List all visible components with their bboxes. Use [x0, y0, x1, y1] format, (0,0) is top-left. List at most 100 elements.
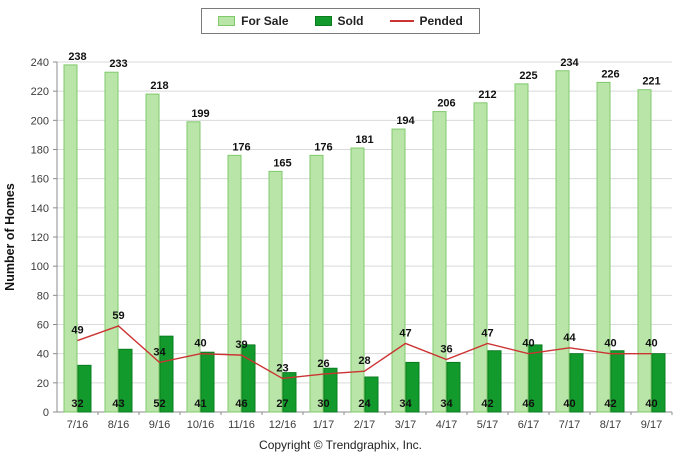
pended-value-label: 40	[194, 338, 206, 350]
bar-sold	[405, 361, 420, 413]
sold-value-label: 52	[153, 398, 165, 410]
legend-item-pended: Pended	[389, 14, 463, 28]
y-tick-label: 120	[31, 232, 49, 244]
pended-value-label: 59	[112, 310, 124, 322]
for-sale-value-label: 165	[273, 157, 291, 169]
bar-for-sale	[596, 81, 611, 413]
pended-value-label: 28	[358, 355, 370, 367]
pended-line-swatch-icon	[389, 20, 414, 22]
for-sale-value-label: 194	[396, 115, 415, 127]
bar-sold	[282, 372, 297, 413]
bar-sold	[200, 351, 215, 413]
bar-for-sale	[145, 93, 160, 413]
bar-for-sale	[514, 83, 529, 413]
x-tick-label: 2/17	[354, 419, 375, 431]
y-tick-label: 200	[31, 115, 49, 127]
y-tick-label: 240	[31, 57, 49, 69]
bar-for-sale	[63, 64, 78, 413]
for-sale-value-label: 212	[478, 89, 496, 101]
pended-line	[77, 325, 652, 380]
pended-value-label: 47	[481, 327, 493, 339]
for-sale-value-label: 226	[601, 68, 619, 80]
sold-value-label: 46	[235, 398, 247, 410]
sold-value-label: 24	[358, 398, 371, 410]
bar-for-sale	[227, 154, 242, 413]
bar-for-sale	[555, 70, 570, 413]
legend-label-pended: Pended	[419, 14, 463, 28]
y-tick-label: 0	[43, 407, 49, 419]
x-tick-label: 9/17	[641, 419, 662, 431]
bar-sold	[323, 367, 338, 413]
for-sale-value-label: 176	[314, 141, 332, 153]
pended-value-label: 40	[604, 338, 616, 350]
bar-sold	[569, 353, 584, 413]
bar-sold	[610, 350, 625, 413]
sold-value-label: 40	[563, 398, 575, 410]
bar-sold	[159, 335, 174, 413]
x-tick-label: 7/16	[67, 419, 88, 431]
for-sale-value-label: 238	[68, 51, 86, 63]
for-sale-value-label: 181	[355, 134, 373, 146]
x-tick-label: 8/16	[108, 419, 129, 431]
sold-value-label: 32	[71, 398, 83, 410]
x-tick-label: 12/16	[269, 419, 297, 431]
legend-label-sold: Sold	[337, 14, 364, 28]
bar-for-sale	[473, 102, 488, 413]
for-sale-value-label: 233	[109, 58, 127, 70]
bar-for-sale	[432, 111, 447, 413]
pended-value-label: 26	[317, 358, 329, 370]
pended-value-label: 34	[153, 346, 166, 358]
bar-sold	[528, 344, 543, 413]
bar-for-sale	[391, 128, 406, 413]
bar-sold	[364, 376, 379, 413]
sold-value-label: 34	[440, 398, 453, 410]
x-tick-label: 8/17	[600, 419, 621, 431]
x-tick-label: 5/17	[477, 419, 498, 431]
for-sale-value-label: 218	[150, 80, 168, 92]
y-tick-label: 60	[37, 320, 49, 332]
y-axis-title: Number of Homes	[3, 183, 17, 291]
sold-value-label: 30	[317, 398, 329, 410]
y-tick-label: 180	[31, 145, 49, 157]
sold-swatch-icon	[314, 16, 332, 26]
for-sale-value-label: 221	[642, 76, 660, 88]
pended-value-label: 47	[399, 327, 411, 339]
x-tick-label: 10/16	[187, 419, 215, 431]
pended-value-label: 44	[563, 332, 576, 344]
for-sale-value-label: 225	[519, 70, 537, 82]
pended-value-label: 36	[440, 344, 452, 356]
legend-label-for-sale: For Sale	[241, 14, 289, 28]
bar-for-sale	[637, 89, 652, 413]
sold-value-label: 43	[112, 398, 124, 410]
y-tick-label: 40	[37, 349, 49, 361]
bar-sold	[77, 364, 92, 413]
sold-value-label: 42	[481, 398, 493, 410]
bar-for-sale	[268, 170, 283, 413]
y-tick-label: 100	[31, 261, 49, 273]
y-tick-label: 20	[37, 378, 49, 390]
x-tick-label: 6/17	[518, 419, 539, 431]
sold-value-label: 42	[604, 398, 616, 410]
legend-item-for-sale: For Sale	[218, 14, 289, 28]
chart-area: Number of Homes 0 20 40 60 80 100 120 140 160 180…	[0, 36, 681, 436]
bar-sold	[487, 350, 502, 413]
for-sale-value-label: 199	[191, 108, 209, 120]
chart-svg: Number of Homes 0 20 40 60 80 100 120 140 160 180…	[3, 51, 673, 431]
sold-value-label: 27	[276, 398, 288, 410]
bar-sold	[118, 348, 133, 413]
x-tick-label: 9/16	[149, 419, 170, 431]
for-sale-value-label: 234	[560, 57, 579, 69]
bar-for-sale	[104, 71, 119, 413]
x-tick-label: 4/17	[436, 419, 457, 431]
x-tick-label: 1/17	[313, 419, 334, 431]
x-tick-label: 7/17	[559, 419, 580, 431]
sold-value-label: 34	[399, 398, 412, 410]
bar-sold	[651, 353, 666, 413]
y-tick-label: 220	[31, 86, 49, 98]
chart-legend: For Sale Sold Pended	[201, 8, 480, 34]
for-sale-swatch-icon	[218, 16, 236, 26]
sold-value-label: 41	[194, 398, 206, 410]
y-tick-label: 80	[37, 290, 49, 302]
pended-value-label: 40	[645, 338, 657, 350]
y-tick-label: 140	[31, 203, 49, 215]
